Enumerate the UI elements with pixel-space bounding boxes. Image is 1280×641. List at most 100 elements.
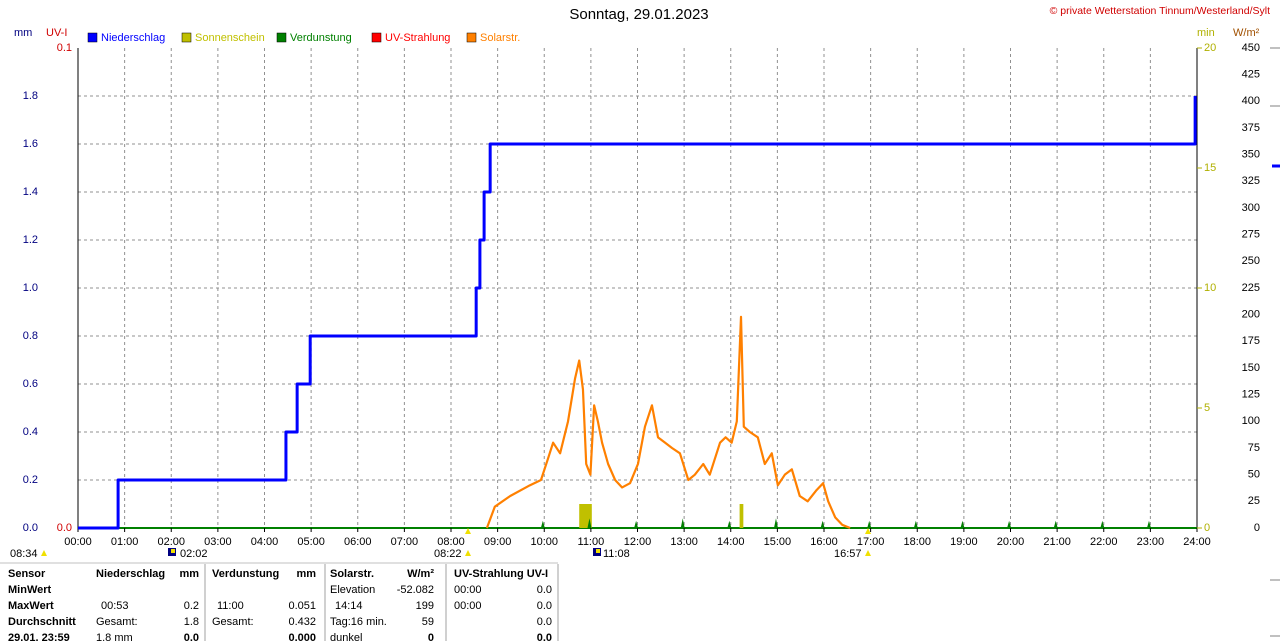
x-tick-label: 22:00 (1090, 536, 1118, 548)
legend-label: UV-Strahlung (385, 32, 450, 44)
table-cell: Elevation (330, 584, 375, 596)
uv-tick-label: 0.0 (57, 522, 72, 534)
table-cell: Durchschnitt (8, 616, 76, 628)
x-tick-label: 10:00 (530, 536, 558, 548)
y3-tick-label: 200 (1242, 309, 1260, 321)
spike (680, 518, 685, 528)
bar (739, 504, 744, 528)
x-tick-label: 21:00 (1043, 536, 1071, 548)
spike (773, 518, 778, 528)
y3-tick-label: 275 (1242, 229, 1260, 241)
x-tick-label: 06:00 (344, 536, 372, 548)
bar (579, 504, 592, 528)
x-tick-label: 05:00 (297, 536, 325, 548)
table-cell: 1.8 (184, 616, 199, 628)
spike (587, 518, 592, 528)
table-cell: Niederschlag (96, 568, 165, 580)
sun-icon (465, 550, 471, 556)
x-tick-label: 03:00 (204, 536, 232, 548)
axis-unit: W/m² (1233, 27, 1260, 39)
table-cell: 0.432 (288, 616, 316, 628)
sun-icon (41, 550, 47, 556)
x-tick-label: 08:00 (437, 536, 465, 548)
y-tick-label: 1.4 (23, 186, 38, 198)
x-tick-label: 23:00 (1137, 536, 1165, 548)
y3-tick-label: 450 (1242, 42, 1260, 54)
legend-label: Niederschlag (101, 32, 165, 44)
table-cell: 59 (422, 616, 434, 628)
table-cell: Verdunstung (212, 568, 279, 580)
table-cell: 0.051 (288, 600, 316, 612)
spike (1146, 520, 1151, 528)
x-tick-label: 24:00 (1183, 536, 1211, 548)
y-tick-label: 0.8 (23, 330, 38, 342)
table-cell: Gesamt: (212, 616, 254, 628)
y3-tick-label: 0 (1254, 522, 1260, 534)
spike (913, 520, 918, 528)
table-cell: 0 (428, 632, 434, 641)
x-tick-label: 09:00 (484, 536, 512, 548)
x-tick-label: 15:00 (764, 536, 792, 548)
table-cell: 00:00 (454, 584, 482, 596)
x-tick-label: 11:00 (578, 536, 605, 548)
y3-tick-label: 75 (1248, 442, 1260, 454)
table-cell: 14:14 (335, 600, 363, 612)
legend-swatch (371, 32, 382, 43)
y3-tick-label: 375 (1242, 122, 1260, 134)
x-tick-label: 16:00 (810, 536, 838, 548)
table-cell: 11:00 (217, 600, 244, 612)
y3-tick-label: 50 (1248, 469, 1260, 481)
y3-tick-label: 400 (1242, 95, 1260, 107)
spike (540, 520, 545, 528)
legend-label: Solarstr. (480, 32, 520, 44)
table-cell: 00:00 (454, 600, 482, 612)
y3-tick-label: 150 (1242, 362, 1260, 374)
spike (1007, 520, 1012, 528)
table-cell: Sensor (8, 568, 46, 580)
axis-unit: min (1197, 27, 1215, 39)
table-cell: Tag:16 min. (330, 616, 387, 628)
marker-label: 16:57 (834, 548, 862, 560)
x-tick-label: 07:00 (391, 536, 419, 548)
axis-unit: mm (14, 27, 32, 39)
y-tick-label: 0.4 (23, 426, 38, 438)
table-cell: 199 (416, 600, 434, 612)
marker-label: 11:08 (603, 548, 630, 560)
uv-tick-label: 0.1 (57, 42, 72, 54)
x-tick-label: 20:00 (997, 536, 1025, 548)
table-cell: Gesamt: (96, 616, 138, 628)
x-tick-label: 18:00 (903, 536, 931, 548)
table-cell: dunkel (330, 632, 362, 641)
chart-title: Sonntag, 29.01.2023 (569, 6, 708, 23)
spike (1100, 520, 1105, 528)
table-cell: 0.2 (184, 600, 199, 612)
x-tick-label: 04:00 (251, 536, 279, 548)
table-cell: 0.0 (537, 616, 552, 628)
table-cell: -52.082 (397, 584, 434, 596)
table-cell: 0.000 (288, 632, 316, 641)
y3-tick-label: 100 (1242, 415, 1260, 427)
table-cell: 0.0 (537, 584, 552, 596)
y-tick-label: 1.0 (23, 282, 38, 294)
y-tick-label: 0.0 (23, 522, 38, 534)
spike (727, 520, 732, 528)
marker-label: 08:22 (434, 548, 462, 560)
x-tick-label: 00:00 (64, 536, 92, 548)
y-tick-label: 0.2 (23, 474, 38, 486)
legend-label: Verdunstung (290, 32, 352, 44)
y-tick-label: 1.2 (23, 234, 38, 246)
table-cell: Solarstr. (330, 568, 374, 580)
legend-swatch (87, 32, 98, 43)
x-tick-label: 14:00 (717, 536, 745, 548)
marker-label: 08:34 (10, 548, 38, 560)
y3-tick-label: 425 (1242, 69, 1260, 81)
x-tick-label: 02:00 (157, 536, 185, 548)
table-cell: mm (179, 568, 199, 580)
y-tick-label: 1.8 (23, 90, 38, 102)
table-cell: 0.0 (184, 632, 199, 641)
y3-tick-label: 250 (1242, 255, 1260, 267)
sun-icon (865, 528, 871, 534)
spike (960, 520, 965, 528)
y-tick-label: 0.6 (23, 378, 38, 390)
credit: © private Wetterstation Tinnum/Westerlan… (1050, 5, 1270, 17)
